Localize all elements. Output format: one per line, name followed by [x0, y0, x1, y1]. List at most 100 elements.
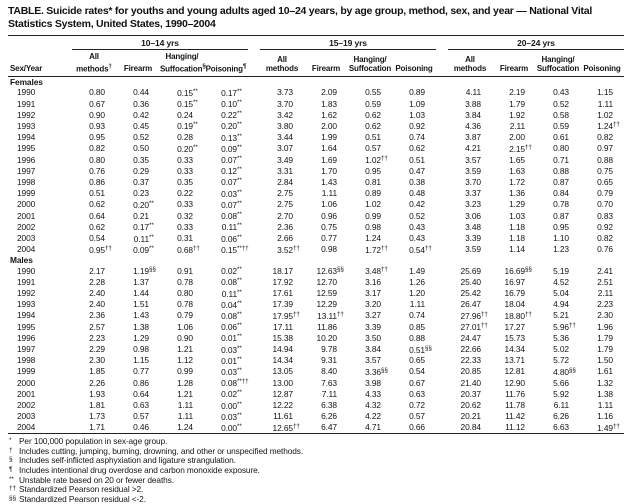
rate-cell: 12.29	[316, 299, 338, 310]
table-row: 1998 0.86 0.37 0.35 0.07** 2.84 1.43 0.81 0.38 3.…	[8, 176, 624, 188]
rate-cell: 1.11	[409, 299, 425, 310]
column-gap	[248, 233, 260, 244]
rate-cell: 6.26	[321, 411, 337, 422]
rate-cell: 13.05	[272, 366, 294, 377]
rate-cell: 0.51	[365, 132, 381, 143]
rate-cell: 0.76	[597, 244, 613, 255]
rate-cell: 0.63	[133, 400, 149, 411]
rate-cell: 0.66	[392, 421, 436, 435]
column-gap	[436, 421, 448, 435]
rate-cell: 1.29	[133, 332, 149, 343]
rate-cell: 0.86	[89, 176, 105, 187]
column-header: Poisoning¶	[204, 49, 248, 77]
rate-cell: 4.21	[465, 143, 481, 154]
rate-cell: 0.51	[89, 188, 105, 199]
rate-cell: 1.15	[597, 87, 613, 98]
year-label: 2002	[17, 400, 36, 411]
rate-cell: 3.59	[465, 244, 481, 255]
rate-cell: 1.11	[597, 400, 613, 411]
rate-cell: 2.70	[277, 210, 293, 221]
rate-cell: 0.47	[409, 165, 425, 176]
year-label: 1994	[17, 310, 36, 321]
rate-cell: 11.76	[505, 388, 525, 399]
rate-cell: 0.79	[597, 188, 613, 199]
rate-cell: 0.15**††	[221, 244, 249, 255]
rate-cell: 0.58	[553, 109, 569, 120]
column-header: All methods	[448, 49, 492, 77]
rate-cell: 1.92	[509, 109, 525, 120]
footnote: ¶ Includes intentional drug overdose and …	[9, 464, 260, 475]
footnote: † Includes cutting, jumping, burning, dro…	[9, 445, 304, 456]
column-gap	[248, 355, 260, 366]
rate-cell: 1.21	[177, 344, 193, 355]
rate-cell: 1.49††	[580, 421, 624, 435]
rate-cell: 0.89	[365, 188, 381, 199]
rate-cell: 1.49	[409, 265, 425, 276]
rate-cell: 1.09	[409, 98, 425, 109]
rate-cell: 2.11	[509, 120, 525, 131]
table-row: 1998 2.30 1.15 1.12 0.01** 14.34 9.31 3.57 0.65 2…	[8, 355, 624, 366]
column-gap	[248, 132, 260, 143]
rate-cell: 1.63	[509, 165, 525, 176]
rate-cell: 5.04	[553, 288, 569, 299]
rate-cell: 25.69	[460, 265, 482, 276]
rate-cell: 17.92	[272, 276, 294, 287]
rate-cell: 0.82	[597, 132, 613, 143]
rate-cell: 0.64	[89, 210, 105, 221]
rate-cell: 0.43	[409, 233, 425, 243]
year-label: 1999	[17, 188, 36, 199]
rate-cell: 0.75	[597, 165, 613, 176]
rate-cell: 4.33	[365, 388, 381, 399]
rate-cell: 2.00	[509, 132, 525, 143]
year-label: 1998	[17, 176, 36, 187]
rate-cell: 0.70	[597, 199, 613, 210]
rate-cell: 17.39	[272, 299, 294, 310]
rate-cell: 1.72††	[365, 244, 388, 255]
rate-cell: 2.23	[597, 299, 613, 310]
rate-cell: 2.11	[597, 288, 613, 299]
rate-cell: 0.08**	[221, 211, 242, 222]
rate-cell: 0.22	[177, 188, 193, 199]
rate-cell: 3.36§§	[365, 366, 388, 377]
rate-cell: 1.19§§	[133, 266, 156, 277]
footnote-marker: †	[9, 446, 13, 454]
column-gap	[436, 36, 448, 50]
table-row: 1993 2.40 1.51 0.78 0.04** 17.39 12.29 3.20 1.11…	[8, 299, 624, 310]
rate-cell: 0.50	[133, 143, 149, 154]
column-gap	[248, 199, 260, 210]
column-gap	[248, 143, 260, 154]
column-gap	[436, 276, 448, 287]
rate-cell: 0.33	[177, 221, 193, 232]
column-gap	[248, 244, 260, 255]
rate-cell: 0.59	[365, 98, 381, 109]
rate-cell: 0.89	[409, 87, 425, 98]
rate-cell: 6.47	[304, 421, 348, 435]
rate-cell: 20.84	[448, 421, 492, 435]
rate-cell: 0.03**	[221, 366, 242, 377]
rate-cell: 0.07**	[221, 199, 242, 210]
rate-cell: 21.40	[460, 377, 482, 388]
rate-cell: 9.31	[321, 355, 337, 366]
column-gap	[248, 109, 260, 120]
table-row: 1996 0.80 0.35 0.33 0.07** 3.49 1.69 1.02†† 0.51…	[8, 154, 624, 166]
footnote: § Includes self-inflicted asphyxiation an…	[9, 455, 236, 466]
rate-cell: 0.59	[553, 120, 569, 131]
year-label: 1996	[17, 154, 36, 165]
rate-cell: 0.29	[133, 165, 149, 176]
rate-cell: 0.04**	[221, 299, 242, 310]
rate-cell: 0.77	[321, 233, 337, 243]
table-row: 2000 2.26 0.86 1.28 0.08**†† 13.00 7.63 3.98 0.6…	[8, 377, 624, 389]
year-label: 1996	[17, 332, 36, 343]
rate-cell: 0.57	[409, 411, 425, 422]
column-header: Poisoning	[392, 49, 436, 77]
year-label: 1992	[17, 109, 36, 120]
rate-cell: 3.84	[465, 109, 481, 120]
column-gap	[248, 87, 260, 98]
rate-cell: 0.78	[177, 299, 193, 310]
rate-cell: 0.07**	[221, 177, 242, 188]
rate-cell: 1.65	[509, 154, 525, 165]
rate-cell: 26.47	[460, 299, 482, 310]
rate-cell: 2.28	[89, 276, 105, 287]
year-label: 1993	[17, 299, 36, 310]
rate-cell: 12.65††	[260, 421, 304, 435]
